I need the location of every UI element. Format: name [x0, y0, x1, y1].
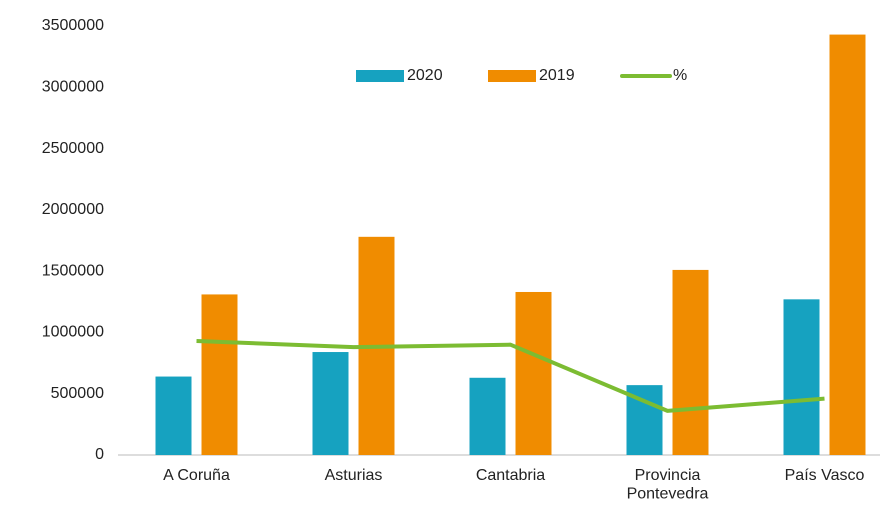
x-tick-label: Cantabria	[476, 467, 545, 484]
bar	[155, 376, 192, 455]
y-tick-label: 2500000	[42, 140, 104, 157]
y-tick-label: 1500000	[42, 262, 104, 279]
bar	[783, 299, 820, 455]
bar	[672, 269, 709, 455]
bar	[515, 291, 552, 455]
bar	[201, 294, 238, 455]
y-tick-label: 3000000	[42, 79, 104, 96]
y-tick-label: 500000	[51, 385, 104, 402]
legend-swatch	[488, 70, 536, 82]
x-tick-label: Provincia Pontevedra	[627, 467, 709, 502]
legend-swatch	[356, 70, 404, 82]
x-tick-label: A Coruña	[163, 467, 230, 484]
legend-label: %	[673, 67, 687, 84]
bar	[469, 377, 506, 455]
legend-label: 2020	[407, 67, 443, 84]
y-tick-label: 3500000	[42, 17, 104, 34]
y-tick-label: 2000000	[42, 201, 104, 218]
legend-label: 2019	[539, 67, 575, 84]
line-series	[196, 339, 825, 413]
y-tick-label: 0	[95, 446, 104, 463]
y-tick-label: 1000000	[42, 324, 104, 341]
x-tick-label: Asturias	[325, 467, 383, 484]
bar	[312, 352, 349, 455]
bar	[829, 34, 866, 456]
x-tick-label: País Vasco	[785, 467, 865, 484]
